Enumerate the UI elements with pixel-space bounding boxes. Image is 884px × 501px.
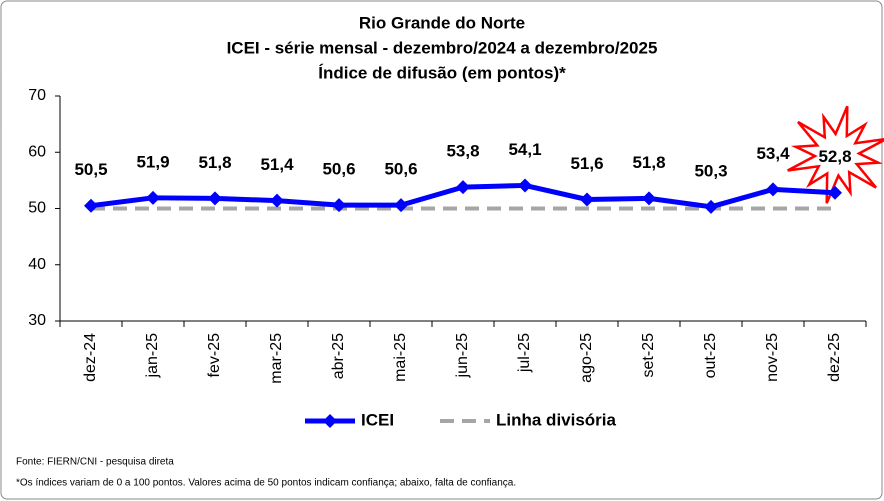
point-marker — [146, 190, 160, 205]
starburst — [787, 105, 884, 204]
chart-title: Rio Grande do Norte — [359, 13, 525, 32]
x-tick-label: abr-25 — [330, 333, 347, 379]
data-label: 51,8 — [198, 153, 231, 172]
point-marker — [766, 182, 780, 197]
data-label: 51,6 — [570, 154, 603, 173]
legend-label: Linha divisória — [496, 410, 617, 429]
data-label: 54,1 — [508, 140, 541, 159]
data-label: 51,8 — [632, 153, 665, 172]
legend-marker — [323, 414, 337, 428]
point-marker — [270, 193, 284, 208]
point-marker — [208, 191, 222, 206]
x-tick-label: dez-24 — [82, 333, 99, 382]
point-marker — [642, 191, 656, 206]
y-tick-label: 60 — [28, 143, 46, 160]
y-tick-label: 40 — [28, 256, 46, 273]
x-tick-label: nov-25 — [764, 333, 781, 382]
legend-label: ICEI — [361, 410, 394, 429]
data-label: 50,6 — [384, 160, 417, 179]
data-label: 53,4 — [756, 144, 790, 163]
x-tick-label: dez-25 — [826, 333, 843, 382]
data-label: 50,5 — [74, 160, 107, 179]
point-marker — [704, 199, 718, 214]
point-marker — [518, 178, 532, 193]
x-tick-label: out-25 — [702, 333, 719, 378]
footnote: *Os índices variam de 0 a 100 pontos. Va… — [16, 478, 516, 489]
x-tick-label: jan-25 — [144, 333, 161, 379]
x-tick-label: mai-25 — [392, 333, 409, 382]
footnote: Fonte: FIERN/CNI - pesquisa direta — [16, 457, 174, 468]
y-tick-label: 70 — [28, 87, 46, 104]
data-label: 50,6 — [322, 160, 355, 179]
x-tick-label: mar-25 — [268, 333, 285, 384]
x-tick-label: ago-25 — [578, 333, 595, 383]
chart-title: Índice de difusão (em pontos)* — [318, 63, 566, 82]
data-label: 53,8 — [446, 142, 479, 161]
data-label: 51,4 — [260, 155, 294, 174]
point-marker — [828, 185, 842, 200]
y-tick-label: 50 — [28, 200, 46, 217]
point-marker — [84, 198, 98, 213]
x-tick-label: set-25 — [640, 333, 657, 378]
chart-title: ICEI - série mensal - dezembro/2024 a de… — [227, 38, 658, 57]
data-label: 51,9 — [136, 152, 169, 171]
y-tick-label: 30 — [28, 312, 46, 329]
x-tick-label: jul-25 — [516, 333, 533, 373]
point-marker — [332, 198, 346, 213]
data-label: 50,3 — [694, 161, 727, 180]
point-marker — [456, 180, 470, 195]
x-tick-label: jun-25 — [454, 333, 471, 379]
data-label: 52,8 — [818, 147, 851, 166]
x-tick-label: fev-25 — [206, 333, 223, 378]
point-marker — [580, 192, 594, 207]
point-marker — [394, 198, 408, 213]
